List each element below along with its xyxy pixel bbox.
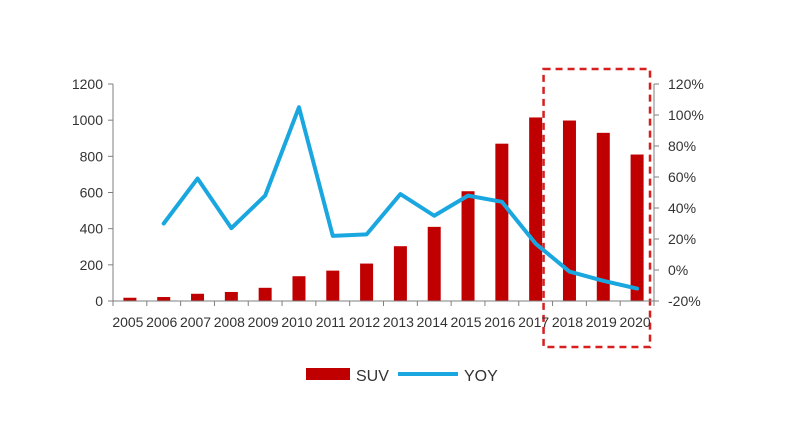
x-tick-label-2007: 2007 (180, 314, 211, 330)
right-tick-label: -20% (668, 293, 701, 309)
left-tick-label: 600 (80, 185, 104, 201)
bar-2010 (292, 276, 306, 301)
x-tick-label-2015: 2015 (450, 314, 481, 330)
left-tick-label: 400 (80, 221, 104, 237)
bar-2011 (326, 270, 340, 301)
x-tick-label-2008: 2008 (214, 314, 245, 330)
bar-2016 (495, 143, 509, 301)
x-tick-label-2009: 2009 (248, 314, 279, 330)
bar-2009 (258, 287, 272, 301)
bar-2012 (360, 263, 374, 301)
right-tick-label: 120% (668, 76, 704, 92)
legend-swatch-suv (306, 368, 350, 380)
x-tick-label-2010: 2010 (281, 314, 312, 330)
left-tick-label: 1000 (72, 112, 103, 128)
x-tick-label-2018: 2018 (552, 314, 583, 330)
x-tick-label-2013: 2013 (383, 314, 414, 330)
right-tick-label: 60% (668, 169, 696, 185)
bar-2013 (393, 246, 407, 301)
legend: SUV YOY (306, 368, 498, 385)
right-tick-label: 40% (668, 200, 696, 216)
highlight-box-2018-2020 (542, 67, 652, 349)
legend-label-yoy: YOY (464, 368, 498, 385)
x-tick-label-2016: 2016 (484, 314, 515, 330)
right-tick-label: 20% (668, 231, 696, 247)
x-tick-label-2005: 2005 (112, 314, 143, 330)
left-tick-label: 1200 (72, 76, 103, 92)
axes-layer: 0 200 400 600 800 1000 1200 -20% 0% 20% 40% 60% 80% 1… (72, 76, 704, 330)
x-tick-label-2012: 2012 (349, 314, 380, 330)
right-tick-label: 100% (668, 107, 704, 123)
bars-layer (123, 117, 644, 302)
right-tick-label: 0% (668, 262, 688, 278)
bar-2007 (191, 293, 205, 301)
left-tick-label: 200 (80, 257, 104, 273)
bar-2020 (630, 154, 644, 301)
x-tick-label-2011: 2011 (316, 314, 346, 330)
x-tick-label-2017: 2017 (518, 314, 549, 330)
bar-2019 (596, 132, 610, 301)
left-tick-label: 0 (95, 293, 103, 309)
bar-2008 (224, 291, 238, 301)
right-tick-label: 80% (668, 138, 696, 154)
bar-2018 (562, 120, 576, 301)
x-tick-label-2019: 2019 (586, 314, 617, 330)
highlight-layer (542, 67, 652, 349)
bar-2006 (157, 297, 171, 301)
bar-2014 (427, 226, 441, 301)
bar-2015 (461, 191, 475, 301)
left-tick-label: 800 (80, 148, 104, 164)
x-tick-label-2006: 2006 (146, 314, 177, 330)
bar-2005 (123, 297, 137, 301)
bar-2017 (529, 117, 543, 302)
x-tick-label-2014: 2014 (417, 314, 448, 330)
x-tick-label-2020: 2020 (620, 314, 651, 330)
legend-label-suv: SUV (356, 368, 389, 385)
line-layer (161, 105, 640, 291)
yoy-series-line (161, 105, 640, 291)
